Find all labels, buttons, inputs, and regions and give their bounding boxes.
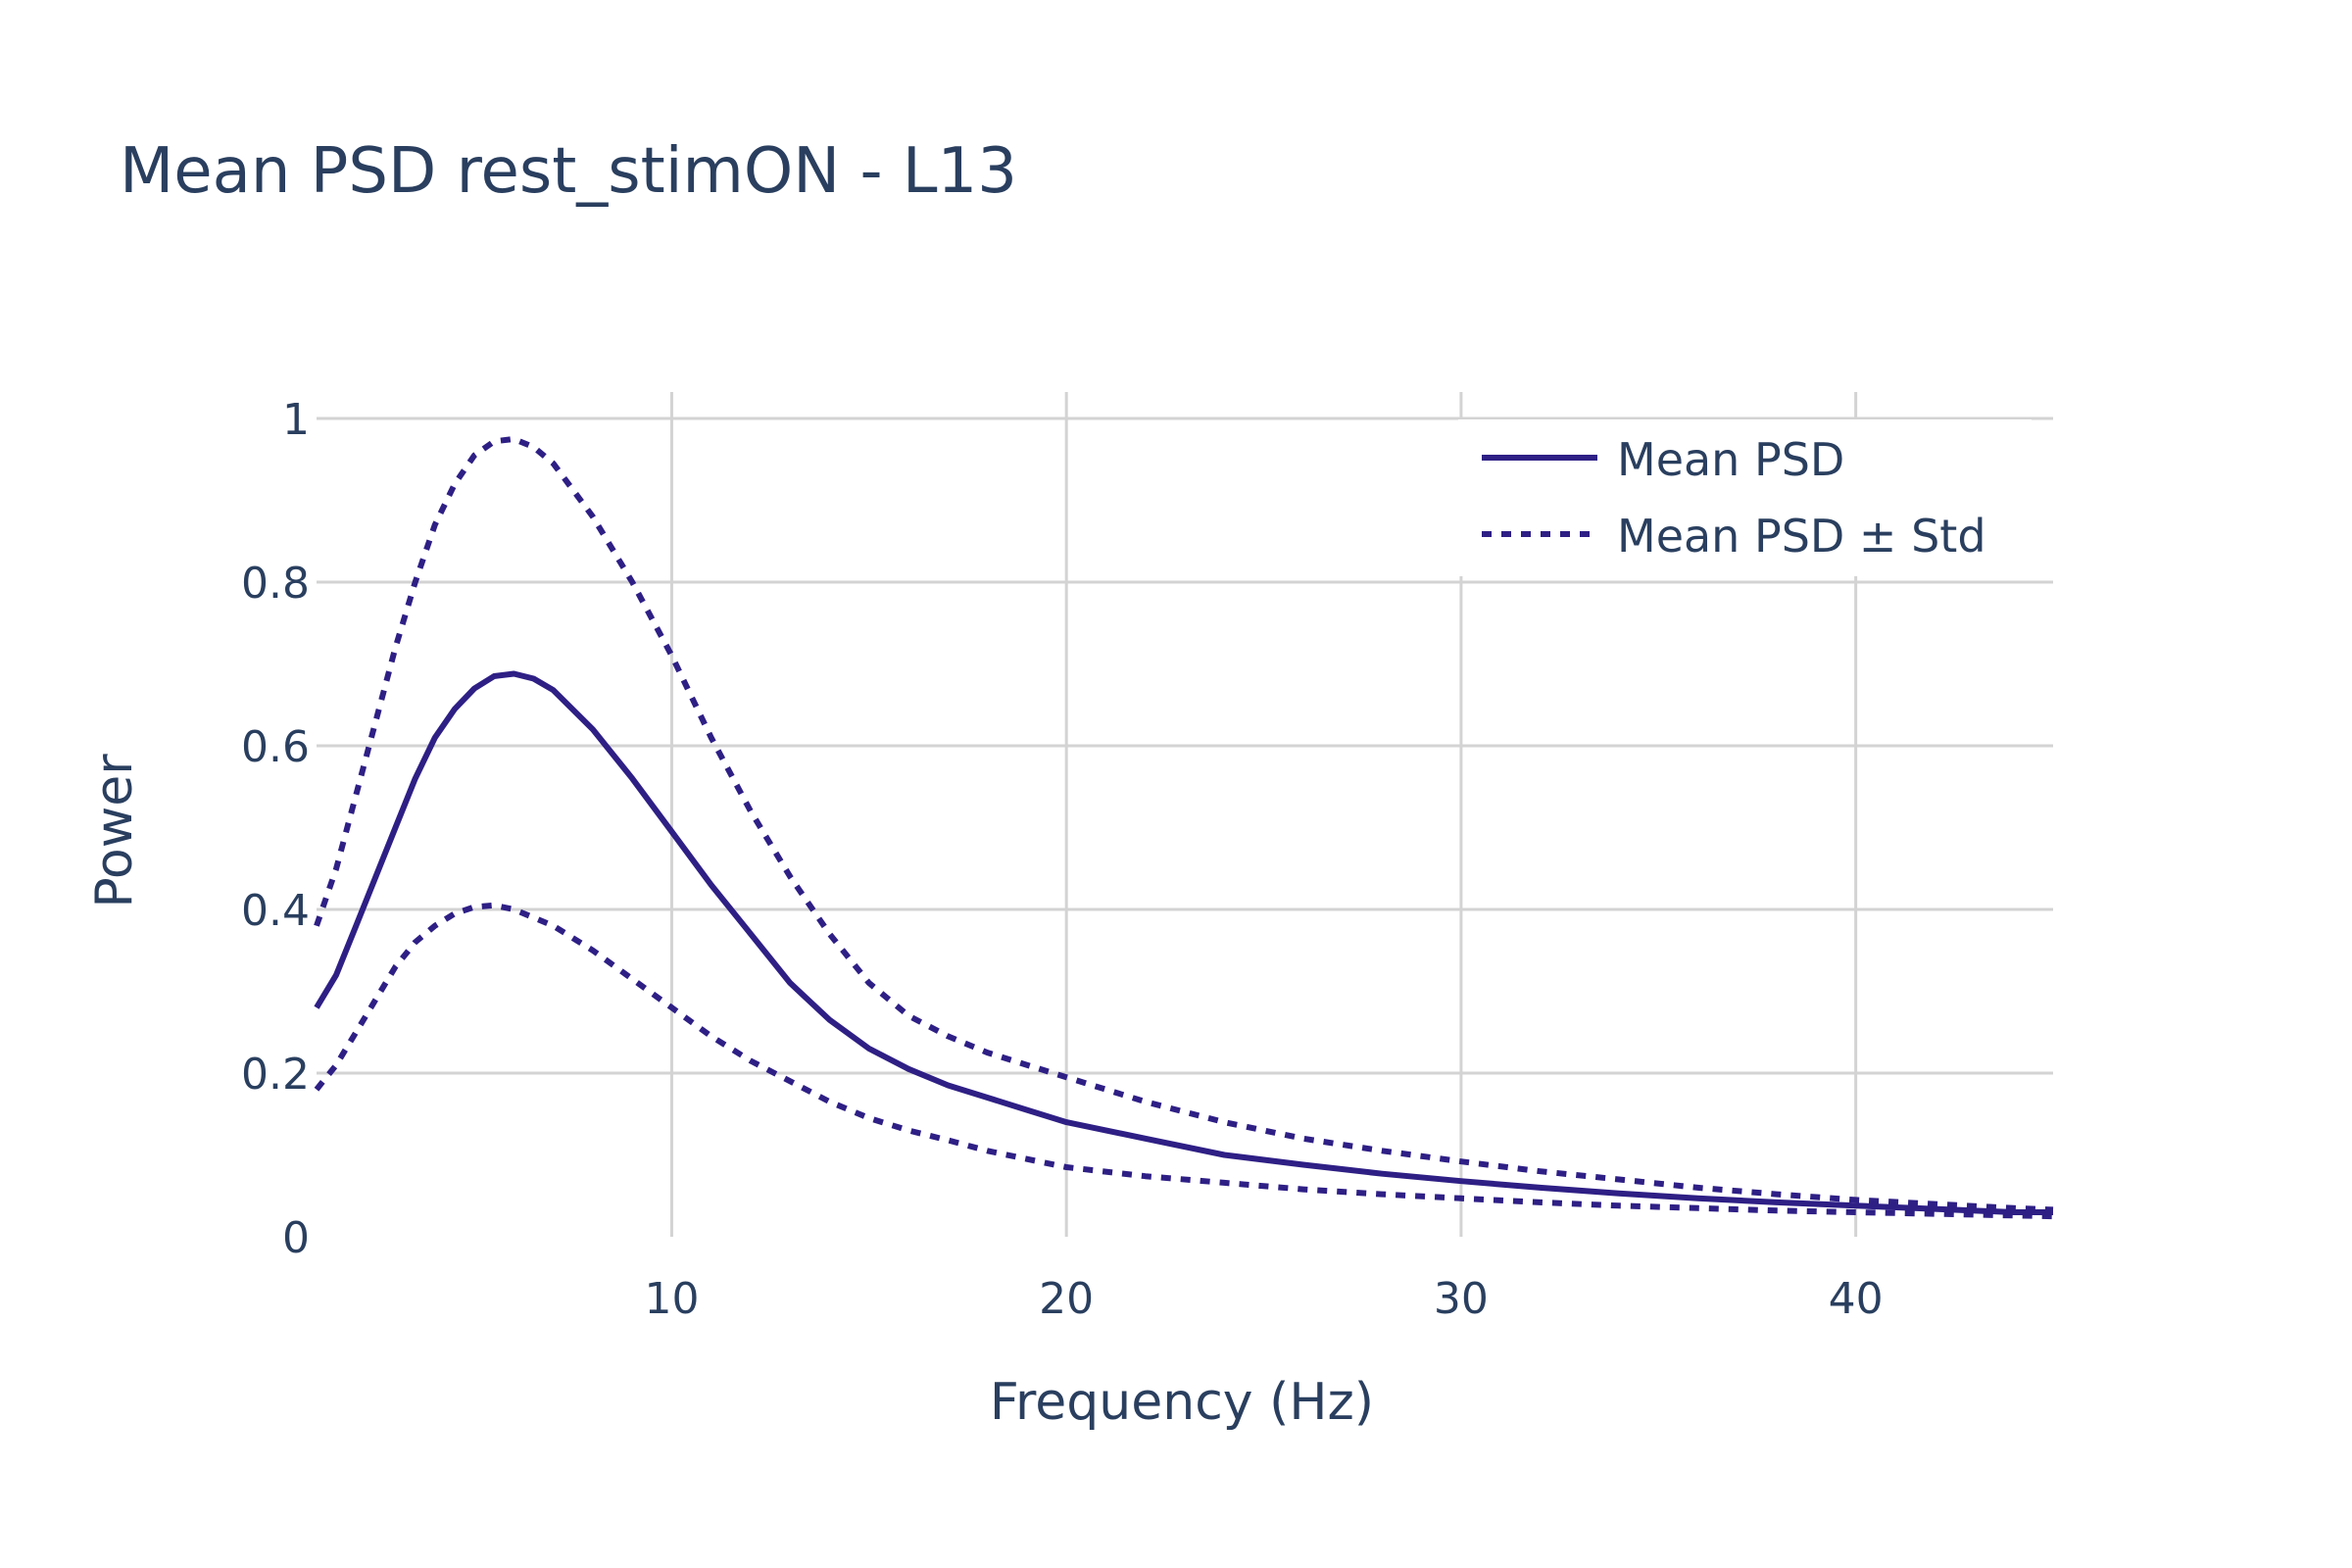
- legend: Mean PSD Mean PSD ± Std: [1458, 419, 2032, 576]
- y-tick-label: 0: [282, 1213, 310, 1263]
- y-axis-ticks: 0 0.2 0.4 0.6 0.8 1: [241, 395, 310, 1263]
- y-tick-label: 0.8: [241, 559, 310, 609]
- x-tick-label: 10: [644, 1274, 699, 1324]
- legend-label-std: Mean PSD ± Std: [1617, 510, 1986, 563]
- upper-std-line: [314, 435, 2054, 1213]
- x-tick-label: 40: [1829, 1274, 1884, 1324]
- x-axis-ticks: 10 20 30 40: [644, 1274, 1883, 1324]
- lower-std-line: [314, 902, 2054, 1220]
- y-tick-label: 0.6: [241, 722, 310, 772]
- mean-psd-line: [314, 670, 2053, 1215]
- legend-label-mean: Mean PSD: [1617, 433, 1844, 486]
- legend-background: [1458, 419, 2032, 576]
- y-axis-title: Power: [85, 754, 144, 908]
- y-tick-label: 0.4: [241, 886, 310, 936]
- x-tick-label: 20: [1039, 1274, 1094, 1324]
- chart-title: Mean PSD rest_stimON - L13: [120, 135, 1017, 208]
- series-lines: [314, 435, 2054, 1220]
- x-axis-title: Frequency (Hz): [990, 1373, 1374, 1432]
- y-tick-label: 0.2: [241, 1050, 310, 1100]
- y-tick-label: 1: [282, 395, 310, 445]
- x-tick-label: 30: [1434, 1274, 1489, 1324]
